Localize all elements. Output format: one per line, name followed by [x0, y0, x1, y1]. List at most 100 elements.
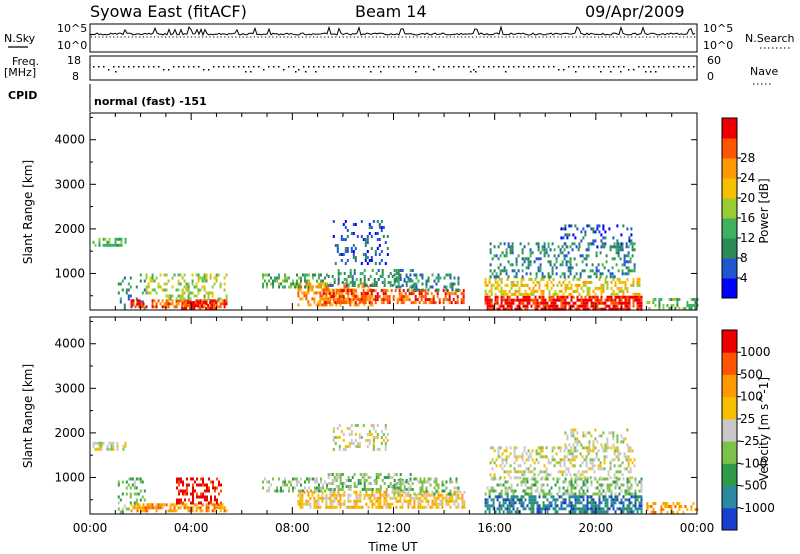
velocity-cell: [636, 483, 639, 487]
power-cell: [447, 273, 450, 277]
power-cell: [500, 289, 503, 293]
power-cell: [552, 295, 555, 299]
power-cell: [537, 257, 540, 261]
velocity-cell: [570, 492, 573, 496]
nave-dot: [470, 71, 472, 73]
power-cell: [199, 304, 202, 308]
power-cell: [221, 299, 224, 303]
velocity-cell: [339, 505, 342, 509]
velocity-cell: [602, 495, 605, 499]
power-cell: [636, 304, 639, 308]
velocity-cell: [380, 436, 383, 439]
velocity-cell: [574, 428, 577, 432]
velocity-cell: [514, 489, 517, 493]
power-cell: [120, 237, 123, 241]
velocity-cell: [646, 508, 649, 511]
velocity-cell: [461, 505, 464, 509]
power-cell: [406, 298, 409, 302]
velocity-cell: [393, 486, 396, 490]
velocity-cell: [600, 507, 603, 511]
power-cell: [602, 224, 605, 228]
velocity-cell: [220, 483, 222, 487]
power-cell: [496, 295, 499, 299]
power-cell: [327, 275, 330, 278]
power-cell: [213, 276, 216, 280]
power-cell: [499, 263, 502, 267]
power-cell: [601, 272, 604, 276]
velocity-cell: [612, 501, 615, 505]
power-cell: [632, 304, 635, 308]
velocity-cell: [640, 477, 643, 481]
velocity-cell: [608, 489, 611, 493]
velocity-cell: [594, 428, 597, 432]
power-cell: [189, 297, 192, 301]
power-cell: [496, 307, 499, 311]
velocity-cell: [599, 476, 602, 480]
power-cell: [503, 269, 506, 273]
velocity-cell: [297, 499, 300, 503]
velocity-cell: [614, 483, 617, 487]
velocity-cell: [570, 489, 573, 493]
power-cell: [618, 307, 621, 311]
velocity-cell: [314, 477, 316, 481]
velocity-cell: [569, 458, 572, 462]
power-cell: [209, 273, 212, 277]
velocity-cell: [397, 486, 400, 490]
power-cell: [397, 276, 400, 280]
velocity-cell: [634, 495, 637, 499]
velocity-cell: [508, 501, 511, 505]
velocity-cell: [503, 449, 506, 453]
velocity-cell: [391, 488, 394, 491]
power-cell: [413, 282, 416, 286]
velocity-cell: [449, 499, 452, 503]
velocity-cell: [630, 486, 633, 490]
power-cell: [376, 292, 379, 296]
velocity-cell: [215, 506, 218, 510]
velocity-cell: [108, 441, 111, 445]
power-cell: [369, 275, 372, 278]
power-cell: [632, 301, 635, 305]
power-cell: [559, 248, 562, 252]
velocity-cell: [399, 490, 402, 494]
velocity-cell: [621, 461, 624, 465]
power-cell: [445, 288, 448, 292]
power-cell: [561, 260, 564, 264]
power-cell: [652, 301, 655, 304]
velocity-cell: [500, 507, 503, 511]
power-cell: [527, 242, 530, 246]
power-cell: [262, 276, 264, 280]
velocity-cell: [579, 452, 582, 456]
power-cell: [526, 283, 529, 287]
power-cell: [211, 304, 214, 308]
power-cell: [352, 223, 355, 226]
velocity-cell: [340, 430, 343, 433]
power-cell: [611, 275, 614, 279]
velocity-cell: [325, 505, 328, 509]
velocity-cell: [593, 476, 596, 480]
velocity-cell: [552, 495, 555, 499]
velocity-cell: [568, 483, 571, 487]
power-cell: [364, 301, 367, 305]
velocity-cell: [194, 489, 196, 493]
velocity-cell: [301, 505, 304, 509]
velocity-cell: [355, 493, 358, 497]
power-cell: [573, 242, 576, 246]
power-cell: [694, 301, 697, 304]
power-cell: [610, 301, 613, 305]
power-cell: [541, 272, 544, 276]
velocity-cell: [92, 441, 95, 445]
velocity-cell: [509, 470, 512, 474]
power-cell: [368, 232, 371, 235]
velocity-cell: [622, 510, 625, 514]
power-cell: [278, 285, 280, 289]
velocity-cell: [208, 501, 210, 505]
velocity-cell: [603, 467, 606, 471]
velocity-cell: [316, 477, 318, 481]
velocity-cell: [419, 480, 422, 484]
power-cell: [529, 251, 532, 255]
velocity-cell: [565, 467, 568, 471]
power-cell: [562, 292, 565, 296]
power-cell: [424, 292, 427, 296]
velocity-cell: [553, 458, 556, 462]
power-cell: [585, 248, 588, 252]
